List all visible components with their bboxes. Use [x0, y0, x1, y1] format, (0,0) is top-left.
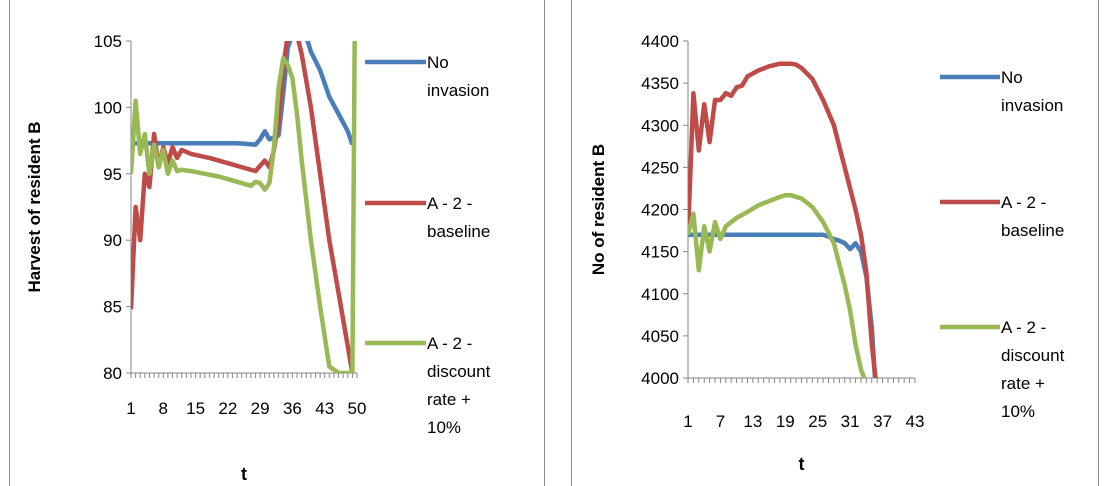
x-tick-label: 37: [873, 412, 892, 431]
harvest-chart-svg: 80 85 90 95 100 105 1 8 15 22 29 36 43 50 t Harvest of …: [25, 32, 491, 484]
series-line-3: [688, 192, 867, 378]
chart-panel-count: 4000 4050 4100 4150 4200 4250 4300 4350 4400 1 7 13…: [571, 0, 1099, 486]
y-tick-label: 4400: [641, 32, 679, 51]
x-tick-label: 19: [776, 412, 795, 431]
legend-label-1: invasion: [1001, 96, 1063, 115]
x-axis-title: t: [241, 464, 247, 484]
x-tick-label: 43: [906, 412, 925, 431]
x-tick-label: 50: [348, 399, 367, 418]
x-tick-label: 13: [743, 412, 762, 431]
y-tick-label: 4250: [641, 158, 679, 177]
legend-label-3: 10%: [1001, 402, 1035, 421]
y-tick-label: 100: [94, 98, 122, 117]
y-axis-title: Harvest of resident B: [25, 122, 44, 293]
x-tick-label: 15: [186, 399, 205, 418]
count-chart-svg: 4000 4050 4100 4150 4200 4250 4300 4350 4400 1 7 13…: [589, 32, 1065, 474]
legend-label-2: baseline: [1001, 221, 1064, 240]
legend-label-3: A - 2 -: [427, 334, 472, 353]
y-tick-label: 95: [103, 165, 122, 184]
y-tick-label: 85: [103, 298, 122, 317]
y-tick-label: 90: [103, 231, 122, 250]
legend-label-2: baseline: [427, 222, 490, 241]
x-tick-label: 36: [283, 399, 302, 418]
chart-panel-harvest: 80 85 90 95 100 105 1 8 15 22 29 36 43 50 t Harvest of …: [9, 0, 545, 486]
series-line-2: [688, 61, 878, 378]
legend-label-3: discount: [1001, 346, 1065, 365]
y-tick-label: 80: [103, 364, 122, 383]
legend-label-3: rate +: [1001, 374, 1045, 393]
x-tick-label: 22: [218, 399, 237, 418]
legend-label-3: rate +: [427, 390, 471, 409]
legend-label-1: No: [427, 53, 449, 72]
x-tick-label: 1: [126, 399, 135, 418]
x-tick-label: 43: [315, 399, 334, 418]
x-axis-title: t: [799, 454, 805, 474]
y-tick-label: 4000: [641, 369, 679, 388]
series-line-3: [131, 41, 357, 373]
series-line-1: [131, 41, 355, 147]
x-tick-label: 31: [841, 412, 860, 431]
y-axis-title: No of resident B: [589, 144, 608, 275]
y-tick-label: 4150: [641, 243, 679, 262]
y-tick-label: 4300: [641, 116, 679, 135]
x-tick-label: 8: [159, 399, 168, 418]
x-tick-label: 29: [251, 399, 270, 418]
legend-label-3: 10%: [427, 418, 461, 437]
x-tick-label: 25: [808, 412, 827, 431]
legend-label-3: discount: [427, 362, 491, 381]
y-tick-label: 4200: [641, 201, 679, 220]
legend-label-1: invasion: [427, 81, 489, 100]
x-tick-label: 1: [683, 412, 692, 431]
y-tick-label: 4050: [641, 327, 679, 346]
legend-label-2: A - 2 -: [1001, 193, 1046, 212]
y-tick-label: 105: [94, 32, 122, 51]
x-tick-label: 7: [716, 412, 725, 431]
legend-label-3: A - 2 -: [1001, 318, 1046, 337]
legend-label-1: No: [1001, 68, 1023, 87]
legend-label-2: A - 2 -: [427, 194, 472, 213]
series-line-2: [131, 41, 355, 373]
y-tick-label: 4350: [641, 74, 679, 93]
y-tick-label: 4100: [641, 285, 679, 304]
